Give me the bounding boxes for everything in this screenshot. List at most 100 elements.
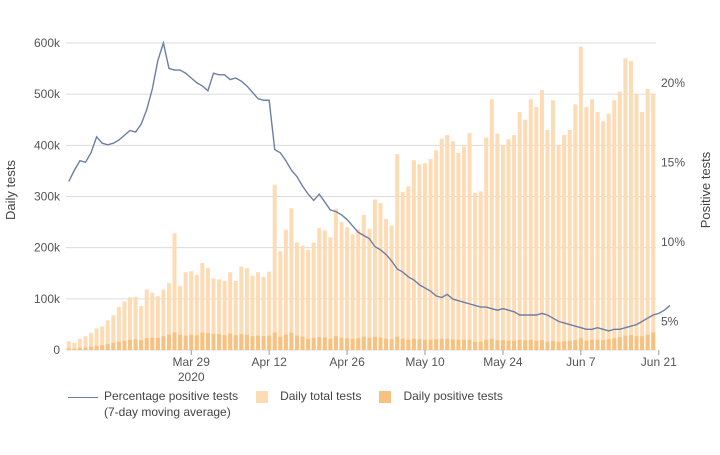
bar-total-tests — [411, 160, 416, 350]
bars-total-tests — [66, 46, 656, 351]
bar-total-tests — [640, 112, 645, 350]
legend-label-positive: Daily positive tests — [403, 389, 503, 403]
bar-total-tests — [551, 100, 556, 350]
y-axis-title: Daily tests — [3, 160, 18, 220]
bar-total-tests — [389, 225, 394, 350]
bar-positive-tests — [428, 339, 433, 350]
bar-positive-tests — [645, 334, 650, 350]
bar-positive-tests — [83, 347, 88, 350]
bar-total-tests — [250, 275, 255, 350]
bar-total-tests — [523, 119, 528, 350]
bar-positive-tests — [439, 338, 444, 350]
bar-total-tests — [100, 326, 105, 350]
bars-positive-tests — [66, 332, 656, 350]
bar-total-tests — [322, 230, 327, 350]
y-tick-label: 300k — [34, 190, 61, 204]
bar-positive-tests — [322, 337, 327, 350]
bar-positive-tests — [172, 332, 177, 350]
bar-total-tests — [278, 251, 283, 350]
bar-total-tests — [233, 280, 238, 350]
bar-positive-tests — [194, 335, 199, 350]
bar-positive-tests — [200, 332, 205, 350]
bar-positive-tests — [389, 339, 394, 350]
bar-positive-tests — [473, 341, 478, 350]
x-tick-label: Apr 26 — [329, 355, 365, 369]
legend-swatch-total — [256, 391, 269, 403]
bar-positive-tests — [211, 334, 216, 350]
y-tick-label: 600k — [34, 36, 61, 50]
bar-positive-tests — [445, 338, 450, 350]
bar-positive-tests — [467, 339, 472, 350]
bar-positive-tests — [77, 347, 82, 350]
bar-total-tests — [183, 272, 188, 350]
bar-total-tests — [244, 268, 249, 350]
bar-total-tests — [283, 229, 288, 350]
bar-positive-tests — [489, 338, 494, 350]
bar-positive-tests — [601, 340, 606, 350]
bar-total-tests — [328, 237, 333, 350]
bar-total-tests — [423, 163, 428, 350]
y-tick-label: 0 — [53, 343, 60, 357]
bar-positive-tests — [423, 339, 428, 350]
bar-total-tests — [222, 280, 227, 350]
bar-positive-tests — [345, 338, 350, 350]
bar-positive-tests — [584, 340, 589, 350]
bar-total-tests — [589, 99, 594, 351]
bar-total-tests — [567, 129, 572, 350]
bar-total-tests — [489, 99, 494, 351]
bar-total-tests — [484, 137, 489, 350]
bar-positive-tests — [317, 337, 322, 350]
legend: Percentage positive tests (7-day moving a… — [68, 388, 521, 428]
legend-swatch-positive — [379, 391, 392, 403]
bar-positive-tests — [623, 335, 628, 350]
y-axis-left: 0 100k 200k 300k 400k 500k 600k — [34, 36, 61, 357]
legend-label-percentage: Percentage positive tests (7-day moving a… — [104, 389, 239, 419]
bar-total-tests — [172, 233, 177, 350]
bar-positive-tests — [278, 336, 283, 350]
bar-total-tests — [161, 289, 166, 350]
bar-positive-tests — [72, 348, 77, 350]
bar-total-tests — [317, 228, 322, 350]
bar-positive-tests — [311, 337, 316, 350]
legend-item-positive: Daily positive tests — [379, 388, 503, 404]
bar-total-tests — [289, 208, 294, 350]
x-tick-label: Jun 21 — [641, 355, 677, 369]
bar-total-tests — [645, 89, 650, 351]
bar-positive-tests — [155, 337, 160, 350]
bar-total-tests — [528, 99, 533, 351]
bar-total-tests — [445, 135, 450, 350]
y-tick-label: 200k — [34, 241, 61, 255]
bar-positive-tests — [105, 343, 110, 350]
bar-total-tests — [517, 112, 522, 350]
bar-total-tests — [506, 139, 511, 350]
bar-positive-tests — [350, 338, 355, 350]
bar-positive-tests — [183, 335, 188, 350]
legend-line-swatch — [68, 397, 98, 398]
bar-positive-tests — [461, 339, 466, 350]
bar-total-tests — [406, 186, 411, 350]
bar-positive-tests — [133, 339, 138, 350]
bar-positive-tests — [367, 337, 372, 350]
bar-positive-tests — [573, 340, 578, 350]
bar-total-tests — [294, 242, 299, 350]
bar-total-tests — [450, 141, 455, 350]
bar-total-tests — [217, 279, 222, 350]
y2-axis-title: Positive tests — [698, 151, 713, 228]
bar-positive-tests — [395, 336, 400, 350]
bar-positive-tests — [256, 335, 261, 350]
bar-positive-tests — [534, 340, 539, 350]
bar-positive-tests — [406, 339, 411, 350]
bar-total-tests — [467, 133, 472, 350]
bar-positive-tests — [372, 336, 377, 350]
y-tick-label: 100k — [34, 292, 61, 306]
bar-positive-tests — [205, 333, 210, 350]
x-tick-label: Mar 29 — [173, 355, 211, 369]
bar-positive-tests — [139, 340, 144, 350]
bar-total-tests — [116, 307, 121, 350]
bar-total-tests — [601, 121, 606, 350]
bar-total-tests — [628, 60, 633, 351]
bar-total-tests — [556, 145, 561, 350]
bar-total-tests — [539, 90, 544, 350]
bar-total-tests — [139, 305, 144, 350]
bar-positive-tests — [150, 337, 155, 350]
